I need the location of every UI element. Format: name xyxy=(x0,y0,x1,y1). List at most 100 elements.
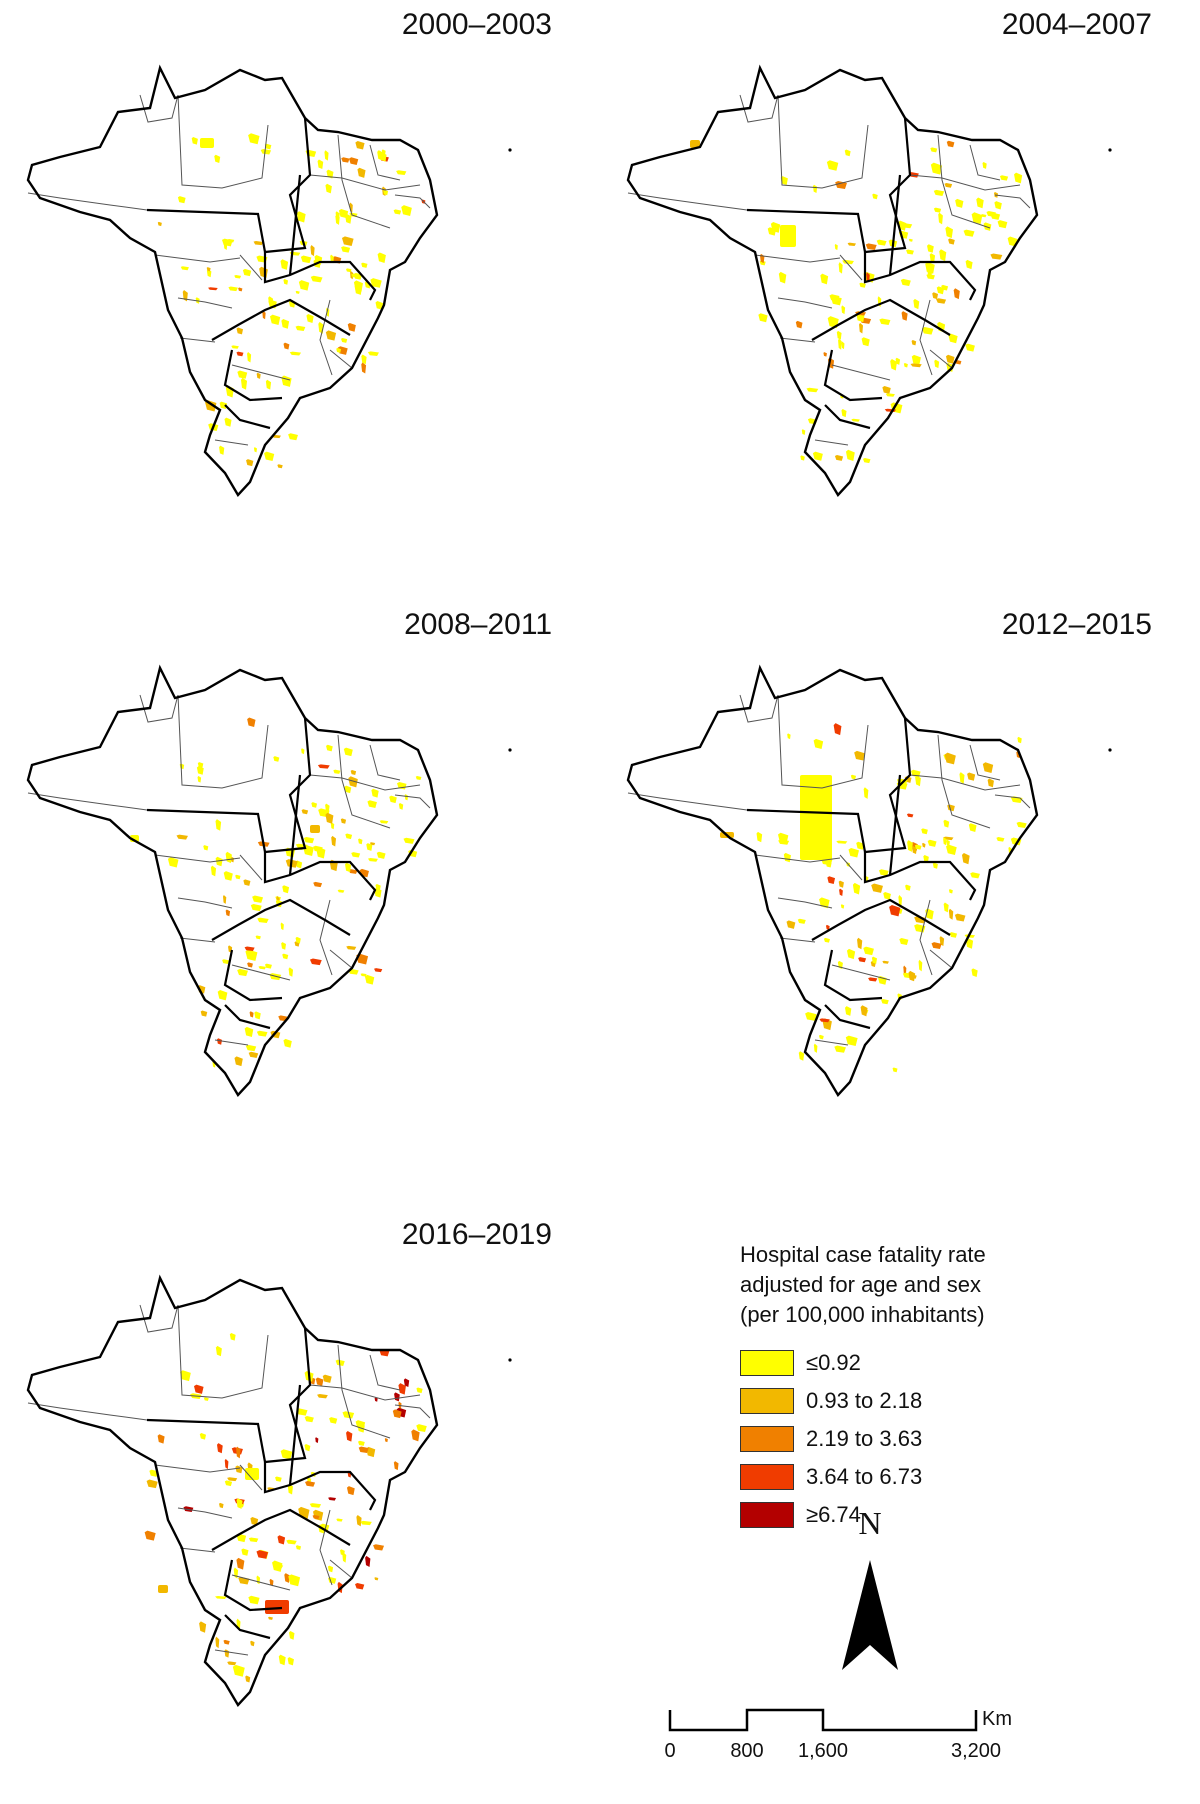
state-border xyxy=(814,1039,849,1046)
municipality-patch xyxy=(398,802,404,810)
state-border xyxy=(937,134,991,229)
municipality-patch xyxy=(280,1449,293,1460)
municipality-patch xyxy=(317,1394,328,1399)
municipality-patch xyxy=(941,284,949,291)
municipality-patch xyxy=(416,1424,427,1433)
municipality-patch xyxy=(288,967,294,977)
municipality-patch xyxy=(889,905,901,917)
country-border xyxy=(626,64,1039,497)
municipality-patch xyxy=(931,942,942,950)
municipality-patch xyxy=(309,1503,322,1508)
map-panel-2012-2015: 2012–2015 xyxy=(600,600,1160,1140)
municipality-patch xyxy=(914,844,922,850)
municipality-patch xyxy=(835,181,847,190)
municipality-patch xyxy=(953,288,960,300)
municipality-patch xyxy=(965,259,973,270)
municipality-patch xyxy=(800,455,805,461)
municipality-patch xyxy=(833,723,842,736)
island-marker xyxy=(1108,748,1112,752)
municipality-patch xyxy=(245,1675,251,1683)
legend-label: 0.93 to 2.18 xyxy=(806,1388,923,1413)
region-border xyxy=(863,252,977,301)
municipality-patch xyxy=(971,212,983,225)
state-border xyxy=(239,254,263,281)
municipality-patch xyxy=(384,1438,388,1443)
state-border xyxy=(154,854,241,863)
municipality-patch xyxy=(813,1043,818,1053)
municipality-patch xyxy=(237,370,248,379)
municipality-patch xyxy=(859,322,864,334)
municipality-patch xyxy=(358,1446,369,1454)
municipality-patch xyxy=(403,1378,410,1387)
municipality-patch xyxy=(345,862,352,873)
municipality-patch xyxy=(340,1549,345,1556)
country-outline xyxy=(628,68,1037,495)
municipality-patch xyxy=(963,229,975,237)
region-border xyxy=(888,774,902,876)
state-border xyxy=(814,439,849,446)
municipality-patch xyxy=(224,1480,233,1487)
state-border xyxy=(231,964,291,981)
municipality-patch xyxy=(264,143,272,150)
municipality-patch xyxy=(923,854,929,863)
municipality-patch xyxy=(296,211,306,223)
municipality-patch xyxy=(367,800,377,808)
municipality-patch xyxy=(841,409,847,418)
municipality-patch xyxy=(825,924,830,931)
municipality-patch xyxy=(948,908,954,920)
municipality-patch xyxy=(907,840,913,852)
municipality-patch xyxy=(910,363,922,368)
municipality-patch xyxy=(278,1654,286,1666)
state-border xyxy=(969,144,1001,181)
state-border xyxy=(394,194,431,209)
municipality-patch xyxy=(996,837,1005,842)
municipality-patch xyxy=(847,242,857,247)
municipality-patch xyxy=(859,282,866,288)
municipality-patch xyxy=(336,1518,343,1522)
municipality-patches xyxy=(144,1332,427,1683)
state-border xyxy=(231,364,291,381)
state-border xyxy=(777,297,833,309)
municipality-patch xyxy=(834,454,844,461)
state-border xyxy=(177,694,269,789)
country-border xyxy=(26,664,439,1097)
municipality-patch xyxy=(854,750,866,761)
municipality-patch xyxy=(283,1038,292,1048)
municipality-patch xyxy=(786,920,796,929)
municipality-patch xyxy=(758,313,768,323)
municipality-patch xyxy=(377,252,386,263)
municipality-patch xyxy=(214,154,221,164)
municipality-patch xyxy=(895,357,901,365)
municipality-patch xyxy=(881,998,889,1005)
municipality-patch xyxy=(846,948,856,960)
municipality-patch xyxy=(838,262,843,274)
municipality-patch xyxy=(289,1631,295,1640)
municipality-patch xyxy=(309,958,322,966)
region-border xyxy=(223,949,283,1002)
municipality-patch xyxy=(256,1030,268,1037)
municipality-patch xyxy=(911,846,917,854)
municipality-patch xyxy=(934,359,940,369)
municipality-patch xyxy=(883,892,891,900)
municipality-patch xyxy=(812,184,818,194)
municipality-patch xyxy=(317,159,324,170)
legend-title-line: Hospital case fatality rate xyxy=(740,1242,986,1267)
municipality-patch xyxy=(348,157,359,165)
panel-title: 2008–2011 xyxy=(404,608,552,641)
municipality-patch xyxy=(364,974,375,985)
legend-item: ≥6.74 xyxy=(740,1496,1180,1534)
legend-swatch xyxy=(740,1350,794,1376)
state-border xyxy=(831,364,891,381)
municipality-patch xyxy=(341,236,354,246)
municipality-patch xyxy=(282,885,290,894)
municipality-patch xyxy=(852,882,861,895)
country-border xyxy=(26,1274,439,1707)
municipality-patch xyxy=(249,1011,254,1018)
municipality-patch xyxy=(371,788,379,798)
municipality-patch xyxy=(341,246,351,253)
municipality-patch xyxy=(948,889,953,894)
municipality-patches xyxy=(130,717,422,1068)
municipality-patch xyxy=(906,249,914,255)
region-border xyxy=(263,852,377,901)
state-border xyxy=(994,194,1031,209)
